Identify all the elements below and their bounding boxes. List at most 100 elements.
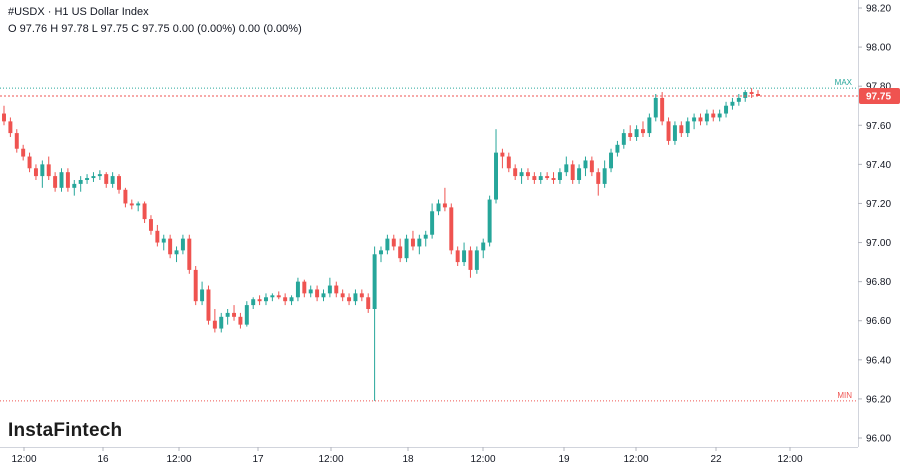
time-tick-label: 12:00 (777, 454, 802, 465)
min-label: MIN (837, 391, 852, 400)
price-tick-label: 96.60 (866, 316, 891, 327)
candle-body (206, 289, 211, 321)
candle (385, 234, 390, 255)
candle (525, 168, 530, 180)
candle-body (180, 238, 185, 251)
candle (65, 168, 70, 192)
candle (193, 266, 198, 306)
candle (136, 201, 141, 212)
candle-body (353, 293, 358, 302)
candle-body (628, 133, 633, 137)
candle (174, 246, 179, 263)
candle (596, 168, 601, 196)
candle-body (168, 238, 173, 255)
candle (532, 172, 537, 184)
candle-body (557, 172, 562, 180)
candle (513, 164, 518, 180)
candle (577, 164, 582, 184)
candle (78, 176, 83, 192)
candle (653, 94, 658, 122)
candle-body (257, 299, 262, 302)
candle (666, 117, 671, 145)
time-tick-label: 19 (558, 454, 570, 465)
time-tick-label: 17 (252, 454, 264, 465)
candle-body (513, 168, 518, 177)
candle (436, 199, 441, 216)
candle-body (33, 168, 38, 177)
candle-body (40, 164, 45, 177)
candle-body (232, 312, 237, 317)
candle-body (129, 203, 134, 206)
candle-body (506, 156, 511, 169)
candle (724, 101, 729, 118)
candle-body (487, 199, 492, 243)
candle-body (404, 238, 409, 259)
candle (251, 297, 256, 309)
candle-body (736, 97, 741, 102)
candle-body (379, 250, 383, 255)
candle-body (481, 242, 486, 251)
candle-body (244, 305, 249, 325)
candle-body (519, 172, 524, 177)
candle-body (570, 164, 575, 180)
candle-body (72, 183, 77, 188)
candle-body (653, 97, 658, 118)
candle-body (161, 238, 166, 243)
candle (14, 129, 19, 153)
candle (730, 97, 735, 110)
candle-body (666, 121, 671, 141)
candle (238, 312, 243, 329)
candle-body (609, 152, 614, 169)
max-min-lines: MAX MIN (0, 78, 858, 402)
time-tick-label: 12:00 (11, 454, 36, 465)
candle (462, 242, 467, 266)
price-tick-label: 96.00 (866, 434, 891, 445)
candle-body (148, 219, 153, 231)
candle (621, 129, 626, 149)
candle-body (615, 144, 620, 153)
last-price-tag (859, 87, 900, 104)
candle-body (136, 203, 141, 206)
candle (379, 246, 383, 263)
candle-body (532, 176, 537, 180)
candle-body (187, 238, 192, 270)
price-axis[interactable]: 98.20 98.00 97.80 97.60 97.40 97.20 97.00 96.80… (858, 0, 900, 447)
candle-body (436, 203, 441, 212)
candle (404, 234, 409, 263)
candle (244, 301, 249, 327)
candle (308, 285, 313, 298)
candle (449, 203, 454, 255)
candle-body (238, 316, 243, 325)
candle (391, 234, 396, 251)
candle-body (302, 281, 307, 294)
candle (2, 105, 6, 126)
candle-body (583, 160, 588, 169)
candle-body (494, 152, 498, 200)
candle (264, 293, 268, 306)
candle-body (123, 189, 128, 204)
candle-body (398, 246, 403, 259)
candle-body (110, 176, 115, 184)
candle-body (91, 176, 96, 179)
candle (200, 281, 205, 306)
last-price-label: 97.75 (866, 91, 891, 102)
candle (168, 234, 173, 259)
time-tick-label: 12:00 (318, 454, 343, 465)
candle-body (270, 295, 275, 298)
candle (347, 293, 352, 306)
candle (557, 168, 562, 184)
candle-body (366, 297, 371, 309)
candle (340, 289, 345, 302)
candle (698, 113, 703, 126)
candle (187, 234, 192, 274)
candle (117, 174, 121, 194)
chart-header: #USDX · H1 US Dollar Index O 97.76 H 97.… (8, 4, 302, 38)
candle-body (756, 94, 760, 96)
candle-body (596, 172, 601, 184)
candle-body (449, 207, 454, 251)
candle (589, 156, 594, 177)
time-axis[interactable]: 12:00 16 12:00 17 12:00 18 12:00 19 12:00 22 12:00 (0, 447, 858, 465)
candle-body (327, 285, 332, 294)
candle-body (672, 125, 677, 141)
